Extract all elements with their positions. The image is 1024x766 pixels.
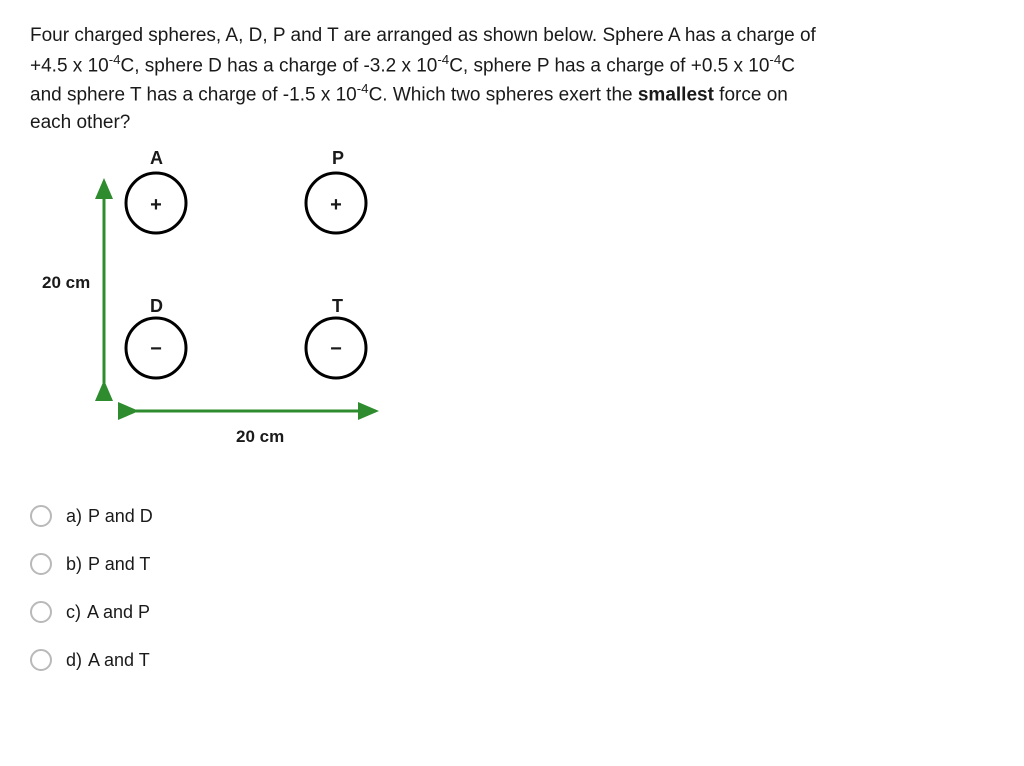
choice-letter-a: a): [66, 503, 82, 529]
choice-b[interactable]: b) P and T: [30, 551, 994, 577]
label-a: A: [150, 145, 163, 171]
sign-t: −: [324, 335, 348, 364]
sign-d: −: [144, 335, 168, 364]
q-line2b: C, sphere D has a charge of -3.2 x 10: [121, 55, 438, 76]
radio-icon[interactable]: [30, 505, 52, 527]
answer-choices: a) P and D b) P and T c) A and P d) A an…: [30, 503, 994, 673]
choice-text-b: P and T: [88, 551, 150, 577]
sign-p: +: [324, 191, 348, 220]
q-line1: Four charged spheres, A, D, P and T are …: [30, 25, 816, 46]
q-exp1: -4: [109, 52, 121, 67]
q-exp2: -4: [437, 52, 449, 67]
choice-d[interactable]: d) A and T: [30, 647, 994, 673]
sign-a: +: [144, 191, 168, 220]
label-p: P: [332, 145, 344, 171]
choice-text-c: A and P: [87, 599, 150, 625]
q-line3b: C. Which two spheres exert the: [369, 85, 638, 106]
dim-label-h: 20 cm: [236, 425, 284, 450]
choice-c[interactable]: c) A and P: [30, 599, 994, 625]
question-stem: Four charged spheres, A, D, P and T are …: [30, 22, 930, 137]
choice-letter-c: c): [66, 599, 81, 625]
dim-label-v: 20 cm: [42, 271, 90, 296]
choice-text-a: P and D: [88, 503, 153, 529]
q-line3c: force on: [714, 85, 788, 106]
q-line2d: C: [781, 55, 795, 76]
label-t: T: [332, 293, 343, 319]
q-exp4: -4: [357, 81, 369, 96]
radio-icon[interactable]: [30, 601, 52, 623]
label-d: D: [150, 293, 163, 319]
radio-icon[interactable]: [30, 553, 52, 575]
choice-letter-b: b): [66, 551, 82, 577]
choice-a[interactable]: a) P and D: [30, 503, 994, 529]
choice-letter-d: d): [66, 647, 82, 673]
q-line4: each other?: [30, 112, 130, 133]
spheres-diagram: A P D T + + − − 20 cm 20 cm: [26, 143, 446, 483]
q-line2a: +4.5 x 10: [30, 55, 109, 76]
q-line2c: C, sphere P has a charge of +0.5 x 10: [449, 55, 769, 76]
choice-text-d: A and T: [88, 647, 150, 673]
q-bold: smallest: [638, 85, 714, 106]
q-line3a: and sphere T has a charge of -1.5 x 10: [30, 85, 357, 106]
radio-icon[interactable]: [30, 649, 52, 671]
q-exp3: -4: [769, 52, 781, 67]
